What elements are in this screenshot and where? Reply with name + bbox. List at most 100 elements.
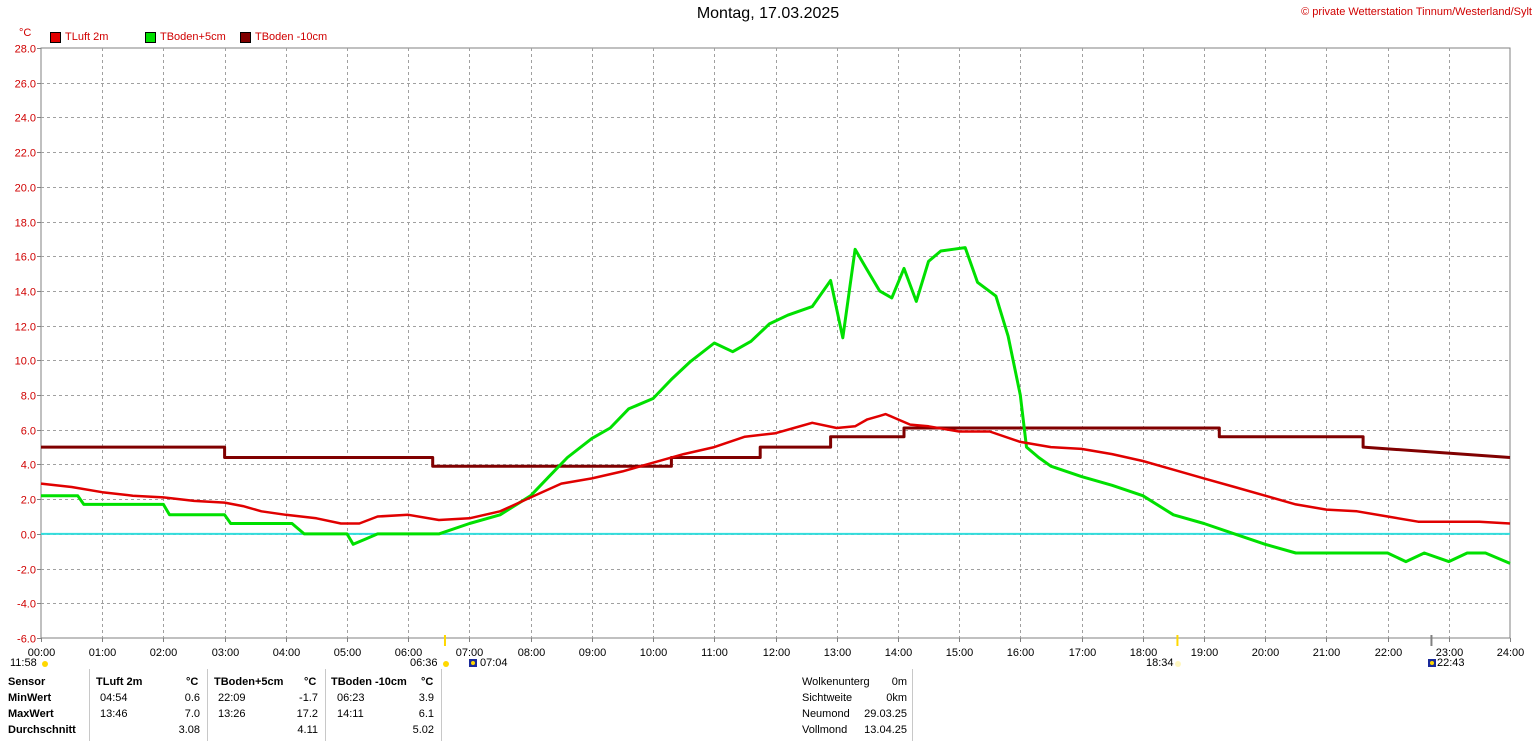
x-tick-label: 16:00 [1007,647,1035,659]
stats-sensor-header: Sensor [8,676,46,688]
x-tick-label: 23:00 [1436,647,1464,659]
dawn-icon [471,661,475,665]
legend-item-tluft: TLuft 2m [50,31,108,43]
x-tick-label: 21:00 [1313,647,1341,659]
stats-divider [441,669,442,741]
x-tick-label: 10:00 [640,647,668,659]
stats-divider [912,669,913,741]
x-tick-label: 07:00 [456,647,484,659]
stats-avg-val: 3.08 [178,724,200,736]
x-tick-label: 13:00 [824,647,852,659]
series-line [40,412,1511,525]
y-tick-label: 2.0 [21,495,36,507]
legend-label-tluft: TLuft 2m [65,31,109,43]
dawn-time: 07:04 [480,657,508,669]
x-tick-label: 22:00 [1375,647,1403,659]
stats-avg-val: 4.11 [297,724,318,736]
stats-col-unit: °C [186,676,199,688]
x-tick-label: 14:00 [885,647,913,659]
moonset-time: 11:58 [10,657,37,669]
sun-icon [1175,661,1181,667]
x-tick-label: 19:00 [1191,647,1219,659]
sunset-time: 18:34 [1146,657,1174,669]
moonrise-icon [1430,661,1434,665]
astro-label: Wolkenunterg [802,676,870,688]
x-tick-label: 17:00 [1069,647,1097,659]
stats-max-time: 13:26 [218,708,246,720]
y-tick-label: 14.0 [15,287,36,299]
x-tick-label: 00:00 [28,647,56,659]
x-tick-label: 15:00 [946,647,974,659]
stats-row-min: MinWert [8,692,52,704]
astro-label: Sichtweite [802,692,853,704]
astro-label: Vollmond [802,724,848,736]
legend-label-tboden10: TBoden -10cm [255,31,328,43]
astro-value: 13.04.25 [864,724,907,736]
x-tick-label: 11:00 [701,647,728,659]
chart-lines [40,246,1511,565]
x-tick-label: 02:00 [150,647,178,659]
stats-max-val: 17.2 [296,708,318,720]
legend-swatch-tboden10 [240,31,251,43]
y-tick-label: 22.0 [15,148,36,160]
y-tick-label: 8.0 [21,391,36,403]
astro-value: 29.03.25 [864,708,907,720]
y-tick-label: 28.0 [15,44,36,56]
x-tick-label: 05:00 [334,647,362,659]
stats-max-val: 6.1 [418,708,434,720]
stats-col-name: TBoden -10cm [331,676,407,688]
stats-min-val: 3.9 [418,692,434,704]
plot-frame [40,47,1511,639]
y-tick-label: 24.0 [15,113,36,125]
y-tick-label: -6.0 [17,634,36,646]
x-axis-labels: 00:00 01:00 02:00 03:00 04:00 05:00 06:00 07:00… [28,647,1525,659]
stats-min-time: 06:23 [337,692,365,704]
y-tick-label: 18.0 [15,218,36,230]
stats-divider [325,669,326,741]
y-unit-label: °C [19,27,32,39]
stats-min-time: 22:09 [218,692,246,704]
legend-item-tboden10: TBoden -10cm [240,31,327,43]
y-tick-label: 10.0 [15,356,36,368]
sun-icon [443,661,449,667]
y-tick-label: 4.0 [21,460,36,472]
x-tick-label: 20:00 [1252,647,1280,659]
stats-min-val: -1.7 [299,692,318,704]
page-title: Montag, 17.03.2025 [696,5,840,22]
stats-row-avg: Durchschnitt [8,724,76,736]
legend-swatch-tluft [50,31,61,43]
stats-min-val: 0.6 [184,692,200,704]
y-tick-label: 20.0 [15,183,36,195]
y-tick-label: -2.0 [17,565,36,577]
y-tick-label: 26.0 [15,79,36,91]
stats-col-name: TLuft 2m [96,676,143,688]
legend-item-tboden5: TBoden+5cm [145,31,226,43]
stats-min-time: 04:54 [100,692,128,704]
moon-icon [42,661,48,667]
series-line [41,426,1511,468]
x-tick-label: 18:00 [1130,647,1158,659]
legend-label-tboden5: TBoden+5cm [160,31,226,43]
x-tick-label: 03:00 [212,647,240,659]
stats-max-time: 14:11 [337,708,364,720]
x-tick-label: 01:00 [89,647,117,659]
x-tick-label: 04:00 [273,647,301,659]
y-tick-label: 0.0 [21,530,36,542]
y-tick-label: 12.0 [15,322,36,334]
stats-avg-val: 5.02 [412,724,434,736]
x-tick-label: 06:00 [395,647,423,659]
astro-value: 0km [886,692,907,704]
astro-value: 0m [891,676,907,688]
legend-swatch-tboden5 [145,31,156,43]
y-tick-label: -4.0 [17,599,36,611]
stats-col-unit: °C [421,676,434,688]
stats-divider [89,669,90,741]
series-line [41,246,1511,565]
y-tick-label: 6.0 [21,426,36,438]
x-tick-label: 24:00 [1497,647,1525,659]
moonrise-time: 22:43 [1437,657,1465,669]
stats-max-time: 13:46 [100,708,128,720]
stats-max-val: 7.0 [184,708,200,720]
stats-col-unit: °C [304,676,317,688]
sunrise-time: 06:36 [410,657,438,669]
